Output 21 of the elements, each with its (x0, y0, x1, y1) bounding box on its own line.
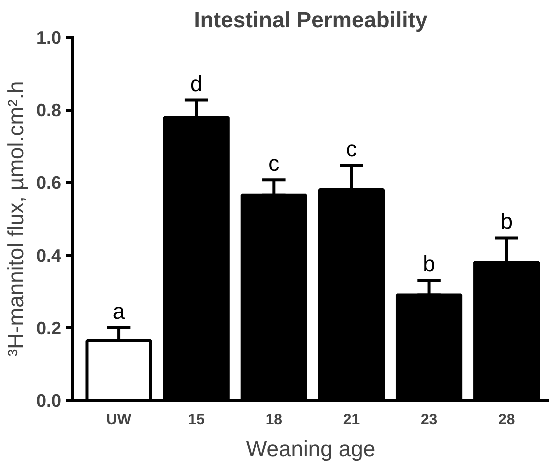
annotation: a (112, 298, 126, 324)
x-tick-label: 18 (266, 412, 283, 428)
chart-title: Intestinal Permeability (194, 8, 429, 32)
annotation: c (268, 151, 280, 176)
y-tick-label: 1.0 (36, 28, 62, 48)
x-tick-label: 21 (343, 412, 360, 428)
y-tick-label: 0.0 (36, 391, 62, 411)
y-axis-title: ³H-mannitol flux, µmol.cm².h (3, 81, 28, 357)
x-tick-label: 23 (420, 412, 438, 428)
x-tick-label: 28 (498, 412, 516, 428)
annotation: c (346, 136, 358, 162)
annotation: b (500, 209, 513, 234)
annotation: d (190, 71, 203, 96)
y-tick-label: 0.4 (36, 246, 62, 266)
x-tick-label: UW (106, 412, 132, 428)
y-tick-label: 0.8 (36, 100, 62, 121)
y-tick-label: 0.2 (36, 318, 62, 338)
x-tick-label: 15 (188, 412, 205, 428)
y-tick-label: 0.6 (36, 173, 62, 194)
x-axis-title: Weaning age (246, 436, 376, 462)
annotation: b (423, 252, 436, 277)
